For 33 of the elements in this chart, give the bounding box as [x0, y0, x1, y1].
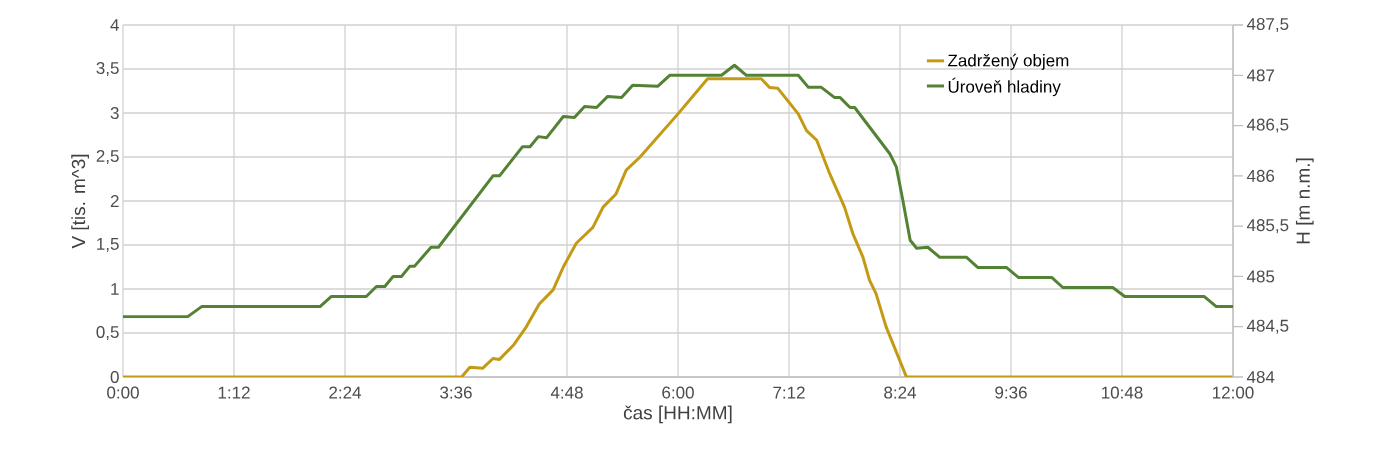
y-tick-label: 3,5 — [96, 61, 119, 77]
x-tick-label: 8:24 — [884, 386, 917, 399]
x-tick-label: 2:24 — [329, 386, 362, 399]
y-tick-label: 4 — [110, 19, 119, 31]
y-tick-label: 2,5 — [96, 149, 119, 165]
x-tick-label: 4:48 — [550, 386, 583, 399]
y-tick-label: 1,5 — [97, 238, 119, 252]
y-tick-label: 0 — [110, 370, 119, 384]
x-axis-title: čas [HH:MM] — [623, 405, 732, 424]
y2-tick-label: 485,5 — [1246, 219, 1289, 234]
y2-tick-label: 486,5 — [1246, 118, 1289, 133]
y2-tick-label: 484 — [1246, 370, 1275, 384]
x-tick-label: 6:00 — [662, 386, 694, 399]
y2-tick-label: 487,5 — [1246, 17, 1289, 33]
y-tick-label: 3 — [110, 106, 119, 120]
y2-tick-label: 485 — [1246, 270, 1275, 283]
x-tick-label: 10:48 — [1102, 386, 1143, 399]
x-tick-label: 1:12 — [218, 386, 250, 399]
y-tick-label: 0,5 — [96, 325, 119, 341]
y-tick-label: 2 — [110, 195, 119, 207]
y-tick-label: 1 — [111, 283, 119, 295]
legend-label: Úroveň hladiny — [948, 77, 1061, 97]
x-tick-label: 3:36 — [440, 386, 472, 399]
y-axis-title: V [tis. m^3] — [71, 154, 89, 249]
y2-tick-label: 487 — [1246, 69, 1275, 82]
x-tick-label: 12:00 — [1213, 386, 1254, 399]
x-tick-label: 0:00 — [107, 386, 139, 399]
x-tick-label: 7:12 — [773, 386, 805, 399]
y2-axis-title: H [m n.m.] — [1295, 158, 1314, 244]
y2-tick-label: 484,5 — [1246, 319, 1289, 334]
x-tick-label: 9:36 — [995, 386, 1027, 399]
y2-tick-label: 486 — [1246, 169, 1275, 182]
legend-label: Zadržený objem — [948, 53, 1069, 70]
